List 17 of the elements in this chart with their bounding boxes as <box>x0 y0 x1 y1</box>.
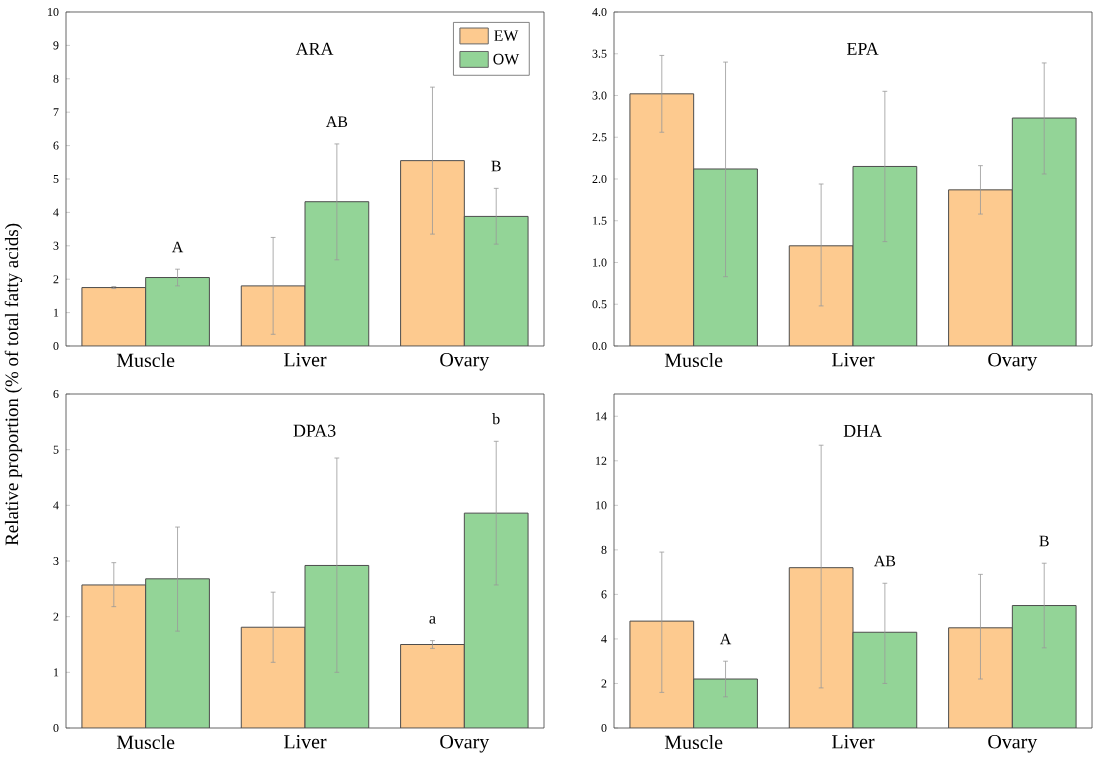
x-tick-label: Muscle <box>116 353 175 368</box>
x-tick-label: Ovary <box>440 353 490 371</box>
text: DPA3 <box>293 424 336 437</box>
x-tick-label: Liver <box>283 735 327 749</box>
text: EPA <box>846 42 879 55</box>
x-tick-label: Ovary <box>988 735 1038 753</box>
x-tick-label: Muscle <box>116 735 175 750</box>
x-tick-label: Muscle <box>664 735 723 750</box>
x-tick-label: Liver <box>832 353 875 367</box>
x-tick-label: Liver <box>283 353 327 367</box>
x-tick-label: Muscle <box>664 353 723 368</box>
text: ARA <box>295 42 334 55</box>
y-axis-title: Relative proportion (% of total fatty acids) <box>4 223 23 546</box>
x-tick-label: Ovary <box>440 735 490 753</box>
x-tick-label: Ovary <box>988 353 1038 371</box>
x-tick-label: Liver <box>832 735 875 749</box>
text: DHA <box>843 424 882 437</box>
